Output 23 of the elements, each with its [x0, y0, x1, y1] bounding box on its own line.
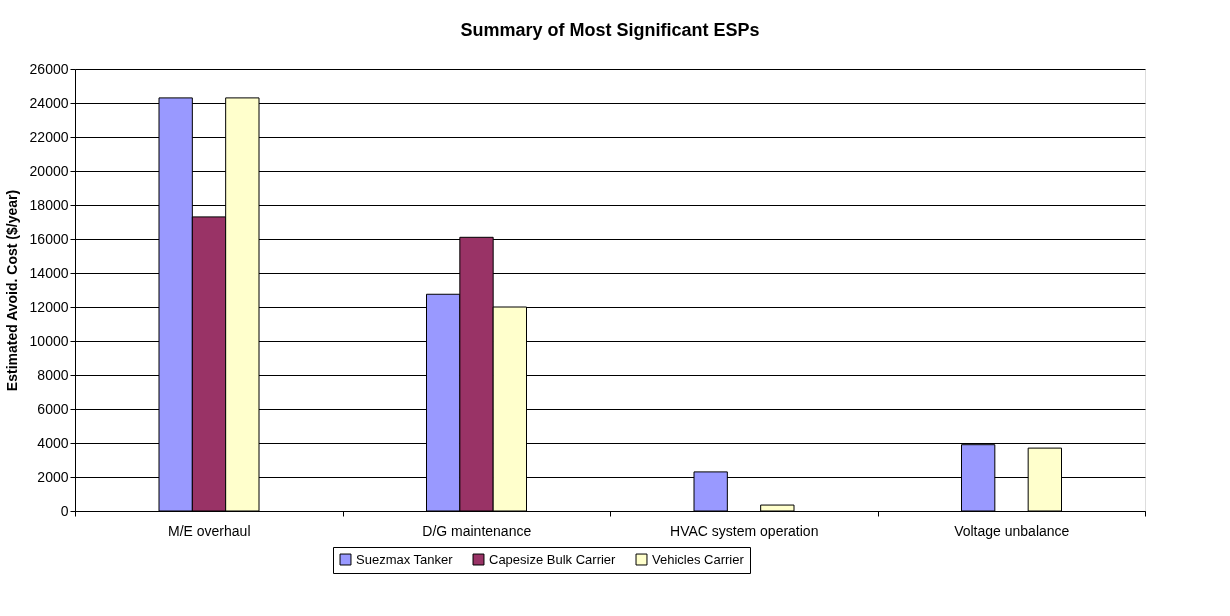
y-tick-label: 0: [60, 502, 69, 519]
y-tick-label: 18000: [29, 196, 69, 213]
x-tick-label: Voltage unbalance: [954, 522, 1070, 539]
y-tick-label: 16000: [29, 230, 69, 247]
y-tick-label: 2000: [37, 468, 69, 485]
y-tick-label: 22000: [29, 128, 69, 145]
y-tick-label: 8000: [37, 366, 69, 383]
y-tick-label: 12000: [29, 298, 69, 315]
x-tick-label: D/G maintenance: [422, 522, 532, 539]
y-tick-label: 6000: [37, 400, 69, 417]
y-tick-label: 4000: [37, 434, 69, 451]
legend-label: Vehicles Carrier: [652, 551, 745, 567]
y-tick-label: 20000: [29, 162, 69, 179]
y-tick-label: 10000: [29, 332, 69, 349]
legend-label: Capesize Bulk Carrier: [489, 551, 617, 567]
x-tick-label: M/E overhaul: [168, 522, 251, 539]
x-tick-label: HVAC system operation: [670, 522, 819, 539]
y-tick-label: 26000: [29, 60, 69, 77]
chart-title: Summary of Most Significant ESPs: [460, 20, 760, 40]
y-tick-label: 14000: [29, 264, 69, 281]
y-tick-label: 24000: [29, 94, 69, 111]
legend-label: Suezmax Tanker: [356, 551, 454, 567]
y-axis-title: Estimated Avoid. Cost ($/year): [3, 189, 20, 392]
